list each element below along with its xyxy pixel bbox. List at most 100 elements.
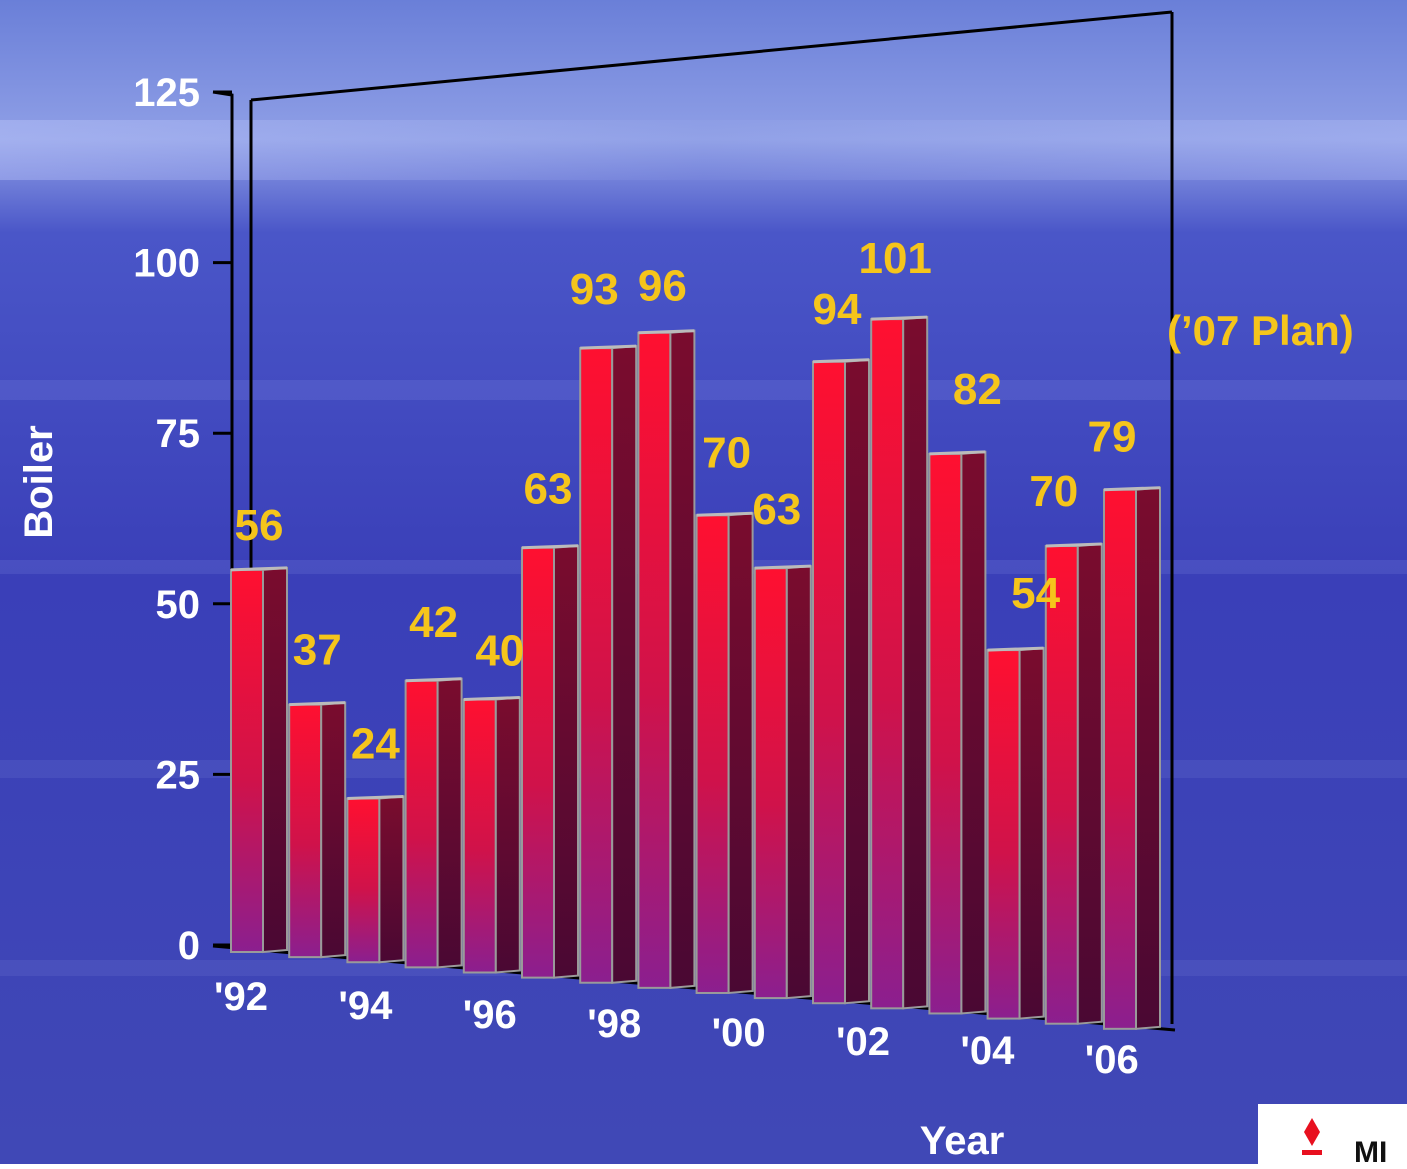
bar-front [870,318,905,1010]
bar-side [727,512,754,995]
bar-side [902,316,929,1010]
logo-text: MI [1354,1136,1387,1164]
mitsubishi-diamond-icon: MI [1302,1118,1387,1169]
bar-front [753,567,788,1000]
bar-top [929,450,986,456]
y-axis-line [212,90,234,946]
data-label: 96 [638,262,687,311]
bar-side [262,566,288,954]
bar [521,544,579,979]
data-label: 63 [524,465,573,514]
x-axis-title: Year [920,1119,1005,1163]
data-label: 37 [293,626,342,675]
x-tick-label: '00 [712,1011,766,1055]
bar-front [695,514,730,994]
bar-side [1018,646,1045,1020]
bar-top [289,701,346,707]
y-tick-label: 50 [156,583,201,627]
bar [462,696,521,974]
bar-front [1044,545,1079,1025]
x-tick-label: '96 [463,993,517,1037]
bar [346,794,405,964]
data-label: 56 [235,501,284,550]
bar [870,315,929,1010]
bar [288,701,347,959]
data-label: 40 [475,627,524,676]
bar [579,344,638,984]
bar-top [987,646,1044,652]
bar-front [1103,488,1137,1030]
bar-front [579,347,614,984]
plan-annotation: (’07 Plan) [1167,307,1354,354]
bar-top [754,564,811,570]
bar-front [462,698,497,974]
bar-side [611,345,638,984]
bar [695,511,754,995]
bar-top [1103,486,1161,492]
x-tick-label: '92 [214,975,268,1019]
bar [986,646,1045,1020]
data-label: 82 [953,365,1002,414]
bar-front [346,797,381,964]
bar-top [638,329,695,335]
bar-top [463,696,520,702]
y-tick-label: 25 [156,753,201,797]
data-label: 42 [409,598,458,647]
bar-side [553,544,579,979]
bar-top [1045,542,1102,548]
bar-side [669,329,696,989]
data-label: 24 [351,719,400,768]
data-label: 79 [1088,413,1137,462]
bar-front [812,360,846,1005]
bar-side [320,701,347,959]
bar [637,329,696,989]
bar-top [347,794,404,800]
bar-side [1076,542,1103,1025]
bar-front [288,703,323,959]
data-label: 54 [1011,569,1060,618]
data-label: 63 [752,485,801,534]
bar-top [405,677,462,683]
x-axis-ticks: '92 '94 '96 '98 '00 '02 '04 '06 [214,975,1139,1082]
bar-front [404,679,439,969]
x-tick-label: '04 [960,1029,1015,1073]
x-tick-label: '94 [338,984,393,1028]
bar-front [637,331,672,989]
y-axis-title: Boiler [17,425,61,538]
bar-side [494,696,521,974]
bar-side [785,565,812,1000]
x-tick-label: '02 [836,1020,890,1064]
bar-top [871,315,928,321]
bar-top [521,544,579,550]
y-tick-label: 100 [133,242,200,286]
bar-front [230,568,264,954]
x-tick-label: '98 [587,1002,641,1046]
data-label: 93 [570,265,619,314]
bars [230,315,1161,1030]
bar-side [436,677,463,969]
x-tick-label: '06 [1085,1038,1139,1082]
bar [230,566,288,954]
data-label: 70 [702,428,751,477]
bar [812,358,870,1005]
y-tick-label: 0 [178,924,200,968]
bar [404,677,463,969]
bar-top [812,358,870,364]
y-tick-label: 75 [156,412,201,456]
bar-side [1135,486,1161,1030]
bar [1103,486,1161,1030]
data-label: 101 [858,234,931,283]
bar-front [986,649,1021,1020]
bar-side [960,450,987,1015]
data-label: 94 [813,285,862,334]
y-axis-ticks: 0 25 50 75 100 125 [133,71,232,968]
bar-top [230,566,288,572]
bar [1044,542,1103,1025]
bar [928,450,987,1015]
bar-side [378,795,405,964]
y-tick-label: 125 [133,71,200,115]
data-label: 70 [1029,467,1078,516]
bar-front [521,546,555,979]
